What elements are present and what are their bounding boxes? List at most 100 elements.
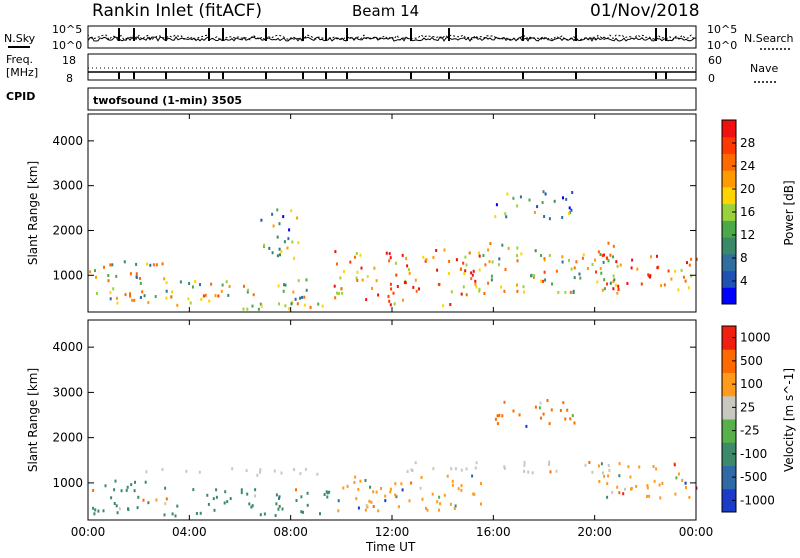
echo-cell — [185, 469, 188, 473]
echo-cell — [188, 282, 191, 285]
echo-cell — [130, 483, 133, 487]
echo-cell — [104, 484, 107, 488]
echo-cell — [595, 270, 597, 274]
echo-cell — [202, 294, 205, 298]
freq-spike — [410, 72, 412, 79]
echo-cell — [275, 502, 278, 506]
echo-cell — [463, 272, 466, 276]
echo-cell — [617, 284, 620, 288]
velocity-colorbar: 1000 500 100 25 -25 -100 -500 -1000 — [721, 325, 775, 513]
echo-cell — [207, 502, 210, 506]
echo-cell — [573, 266, 576, 270]
echo-cell — [296, 302, 299, 306]
echo-cell — [388, 259, 391, 263]
noise-spike — [522, 28, 524, 41]
echo-cell — [533, 274, 536, 278]
power-y-label: Slant Range [km] — [26, 161, 40, 265]
colorbar-tick-label: 12 — [740, 228, 755, 242]
echo-cell — [410, 481, 413, 485]
echo-cell — [147, 501, 150, 505]
power-y-axis: 1000 2000 3000 4000 — [52, 134, 696, 282]
echo-cell — [208, 299, 211, 303]
echo-cell — [599, 253, 602, 256]
echo-cell — [394, 261, 397, 265]
echo-cell — [609, 281, 612, 285]
noise-spike — [346, 28, 348, 41]
echo-cell — [394, 482, 397, 486]
colorbar-swatch — [722, 349, 736, 373]
echo-cell — [272, 224, 275, 228]
echo-cell — [359, 479, 362, 483]
echo-cell — [538, 406, 541, 410]
echo-cell — [557, 290, 560, 294]
echo-cell — [420, 476, 423, 479]
echo-cell — [618, 491, 621, 495]
echo-cell — [385, 251, 388, 255]
echo-cell — [301, 295, 304, 299]
echo-cell — [252, 293, 255, 297]
echo-cell — [640, 282, 643, 286]
echo-cell — [133, 298, 136, 302]
echo-cell — [498, 413, 501, 417]
y-tick-label: 4000 — [52, 340, 83, 354]
echo-cell — [630, 266, 633, 270]
echo-cell — [212, 497, 215, 501]
echo-cell — [680, 268, 683, 272]
echo-cell — [355, 252, 358, 255]
echo-cell — [489, 242, 492, 246]
echo-cell — [260, 304, 263, 308]
echo-cell — [450, 467, 453, 471]
echo-cell — [299, 472, 302, 476]
echo-cell — [546, 399, 549, 402]
echo-cell — [278, 222, 281, 226]
echo-cell — [599, 267, 602, 271]
echo-cell — [542, 279, 545, 283]
echo-cell — [438, 282, 441, 286]
colorbar-swatch — [722, 488, 736, 513]
echo-cell — [323, 493, 326, 496]
echo-cell — [415, 289, 418, 293]
echo-cell — [505, 215, 508, 219]
echo-cell — [368, 499, 371, 503]
colorbar-swatch — [722, 203, 736, 221]
freq-trace — [88, 67, 696, 79]
echo-cell — [336, 291, 338, 295]
echo-cell — [568, 206, 571, 210]
echo-cell — [240, 491, 243, 495]
echo-cell — [302, 510, 304, 514]
echo-cell — [406, 470, 409, 473]
echo-cell — [125, 488, 128, 492]
echo-cell — [571, 191, 574, 194]
echo-cell — [176, 504, 179, 508]
colorbar-tick-label: 16 — [740, 205, 755, 219]
noise-right-tick-top: 10^5 — [707, 23, 737, 36]
echo-cell — [475, 461, 478, 465]
echo-cell — [459, 267, 462, 271]
echo-cell — [540, 416, 542, 420]
echo-cell — [562, 401, 565, 405]
freq-spike — [448, 72, 450, 79]
echo-cell — [240, 488, 243, 492]
freq-right-label: Nave — [750, 62, 778, 75]
echo-cell — [480, 482, 482, 486]
echo-cell — [116, 301, 119, 305]
echo-cell — [118, 507, 121, 511]
echo-cell — [532, 275, 535, 279]
power-colorbar-label: Power [dB] — [782, 180, 796, 245]
echo-cell — [135, 262, 138, 266]
echo-cell — [619, 263, 622, 267]
echo-cell — [113, 488, 116, 492]
echo-cell — [400, 482, 403, 486]
echo-cell — [501, 414, 504, 418]
y-tick-label: 1000 — [52, 268, 83, 282]
echo-cell — [292, 290, 295, 294]
echo-cell — [278, 504, 281, 508]
noise-right-tick-bottom: 10^0 — [707, 39, 737, 52]
colorbar-swatch — [722, 395, 736, 420]
freq-left-tick-top: 18 — [62, 54, 76, 67]
echo-cell — [316, 472, 319, 476]
echo-cell — [543, 257, 546, 261]
echo-cell — [278, 495, 281, 499]
echo-cell — [414, 278, 417, 282]
echo-cell — [601, 288, 604, 292]
